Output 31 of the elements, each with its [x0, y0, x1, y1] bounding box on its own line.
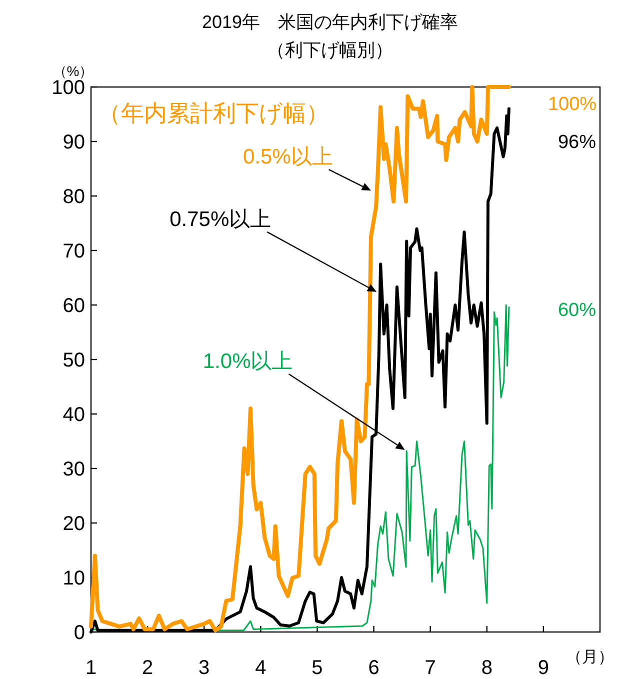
annotation: 96%: [558, 132, 596, 153]
y-tick-label: 10: [62, 568, 85, 590]
chart-title: 2019年 米国の年内利下げ確率: [202, 12, 458, 32]
y-tick-label: 90: [62, 132, 85, 154]
y-tick-label: 50: [62, 350, 85, 372]
y-tick-label: 100: [52, 77, 85, 99]
y-tick-label: 30: [62, 458, 85, 480]
annotation: 100%: [548, 94, 597, 115]
x-tick-label: 2: [142, 657, 154, 679]
y-tick-label: 0: [74, 622, 85, 644]
y-tick-label: 60: [62, 295, 85, 317]
annotation: 60%: [558, 300, 596, 322]
x-axis-title: （月）: [566, 649, 614, 666]
x-tick-label: 5: [312, 657, 323, 679]
y-tick-label: 70: [62, 240, 85, 262]
x-tick-label: 7: [424, 657, 436, 679]
annotation: 1.0%以上: [202, 350, 293, 373]
y-axis-title: （%）: [52, 63, 94, 79]
y-tick-label: 40: [62, 404, 85, 426]
x-tick-label: 9: [538, 657, 550, 679]
annotation: 0.75%以上: [170, 208, 272, 231]
y-tick-label: 20: [62, 513, 85, 535]
chart-subtitle: （利下げ幅別）: [267, 40, 393, 60]
x-tick-label: 6: [368, 657, 380, 679]
x-tick-label: 4: [255, 657, 266, 679]
x-tick-label: 1: [85, 657, 97, 679]
annotation: （年内累計利下げ幅）: [98, 100, 329, 126]
x-tick-label: 3: [198, 657, 210, 679]
annotation: 0.5%以上: [242, 146, 333, 169]
x-tick-label: 8: [481, 657, 492, 679]
y-tick-label: 80: [62, 186, 85, 208]
